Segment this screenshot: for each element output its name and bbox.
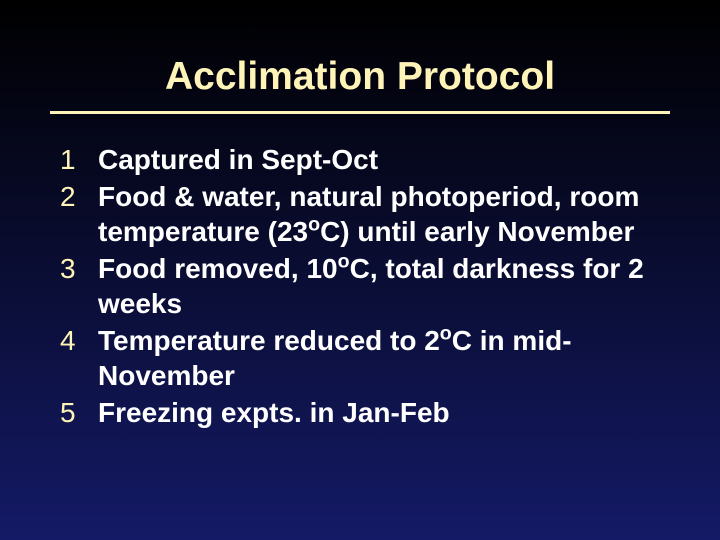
slide: Acclimation Protocol Captured in Sept-Oc… bbox=[0, 0, 720, 540]
list-item: Captured in Sept-Oct bbox=[50, 142, 670, 177]
content-list: Captured in Sept-Oct Food & water, natur… bbox=[50, 142, 670, 430]
list-item: Food removed, 10oC, total darkness for 2… bbox=[50, 251, 670, 321]
title-rule bbox=[50, 111, 670, 114]
slide-title: Acclimation Protocol bbox=[50, 55, 670, 99]
list-item: Temperature reduced to 2oC in mid-Novemb… bbox=[50, 323, 670, 393]
list-item: Freezing expts. in Jan-Feb bbox=[50, 395, 670, 430]
list-item: Food & water, natural photoperiod, room … bbox=[50, 179, 670, 249]
